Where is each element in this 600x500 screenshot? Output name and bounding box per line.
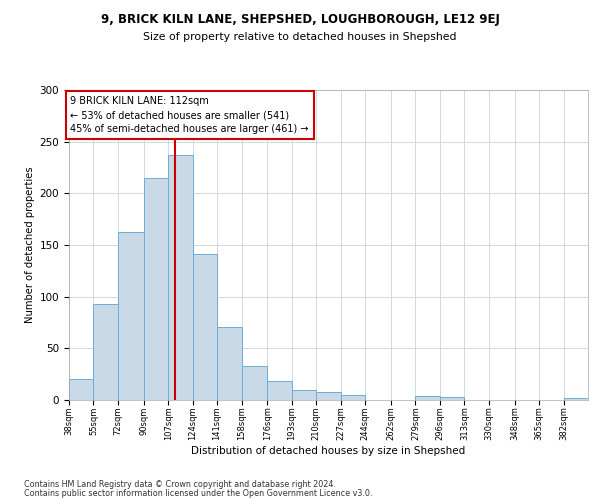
Bar [144,178,168,400]
Text: Size of property relative to detached houses in Shepshed: Size of property relative to detached ho… [143,32,457,42]
Bar [292,390,316,400]
Bar [168,155,193,400]
Text: 9 BRICK KILN LANE: 112sqm
← 53% of detached houses are smaller (541)
45% of semi: 9 BRICK KILN LANE: 112sqm ← 53% of detac… [70,96,309,134]
Bar [94,304,118,400]
Bar [118,232,144,400]
Bar [316,392,341,400]
Bar [217,326,242,400]
Text: Contains public sector information licensed under the Open Government Licence v3: Contains public sector information licen… [24,488,373,498]
Bar [341,395,365,400]
Text: Contains HM Land Registry data © Crown copyright and database right 2024.: Contains HM Land Registry data © Crown c… [24,480,336,489]
Text: 9, BRICK KILN LANE, SHEPSHED, LOUGHBOROUGH, LE12 9EJ: 9, BRICK KILN LANE, SHEPSHED, LOUGHBOROU… [101,12,499,26]
Bar [563,398,588,400]
Bar [69,380,94,400]
Bar [193,254,217,400]
X-axis label: Distribution of detached houses by size in Shepshed: Distribution of detached houses by size … [191,446,466,456]
Bar [415,396,440,400]
Y-axis label: Number of detached properties: Number of detached properties [25,166,35,324]
Bar [440,397,464,400]
Bar [268,382,292,400]
Bar [242,366,268,400]
